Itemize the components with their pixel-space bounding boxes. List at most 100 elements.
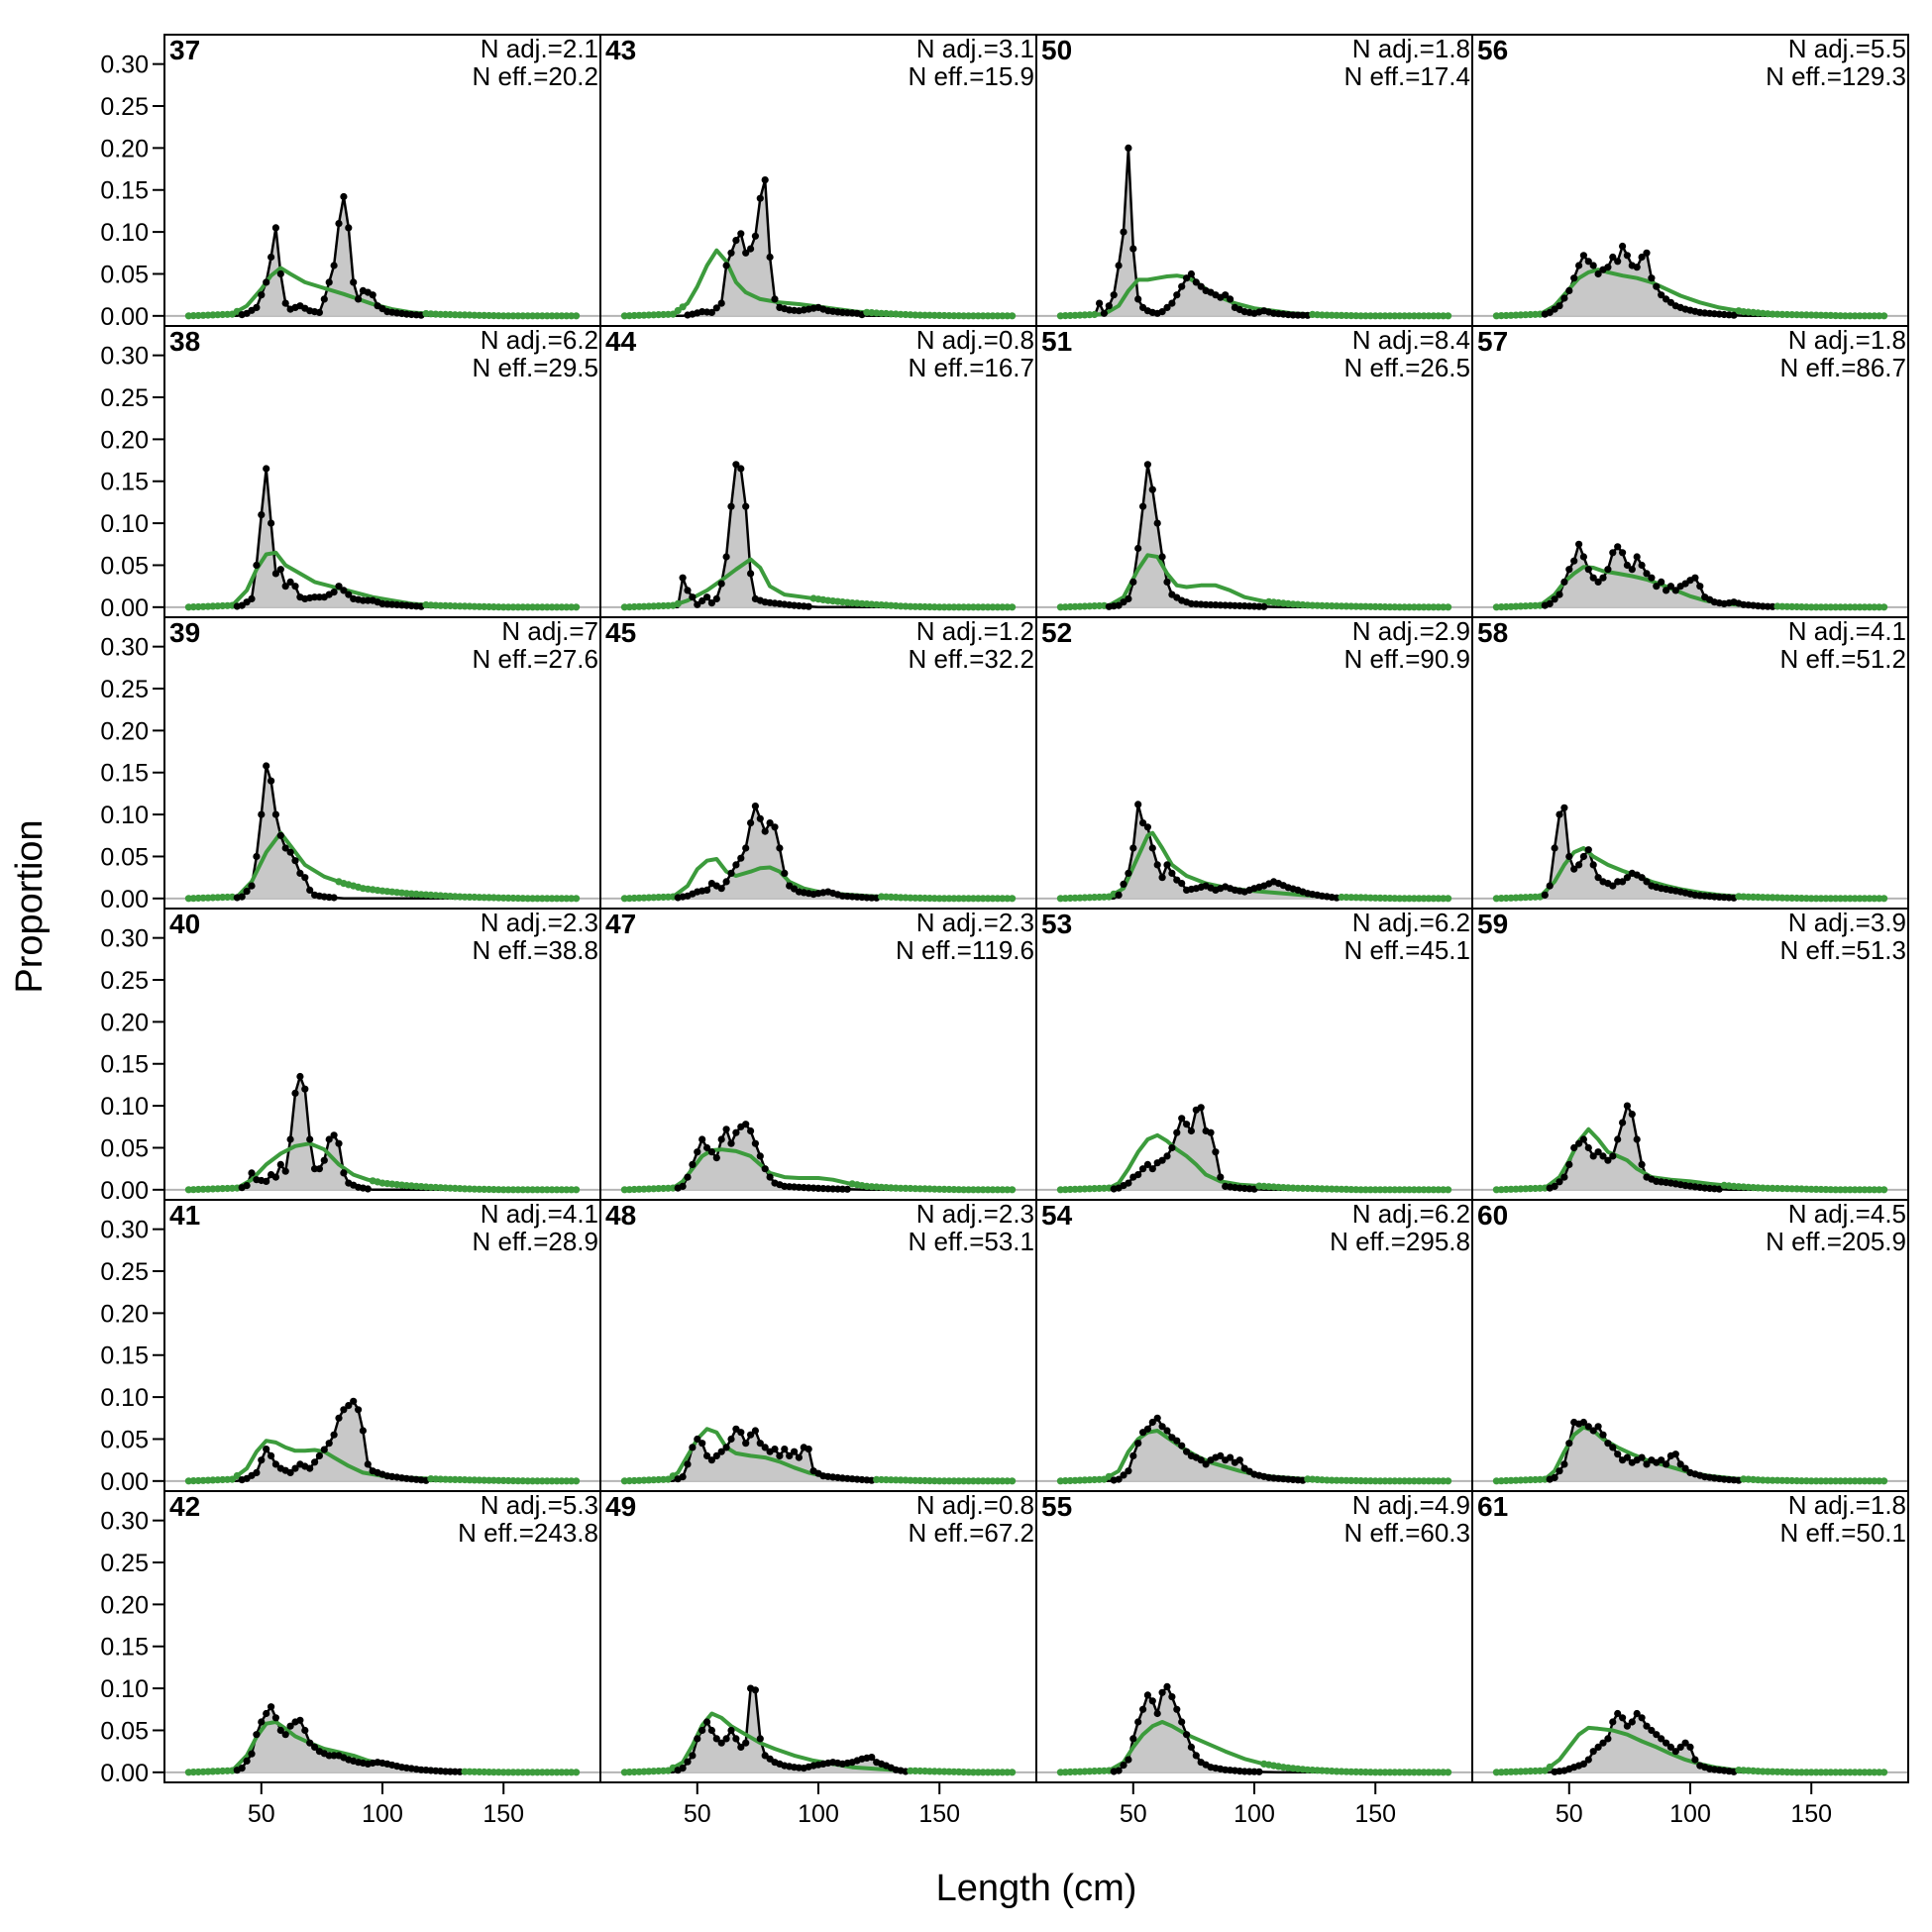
observed-point bbox=[1589, 574, 1597, 582]
observed-point bbox=[689, 1752, 697, 1760]
observed-point bbox=[276, 566, 284, 574]
expected-point bbox=[1445, 895, 1452, 903]
observed-point bbox=[1143, 1425, 1151, 1433]
y-tick-label: 0.10 bbox=[100, 1384, 149, 1412]
observed-point bbox=[1594, 1423, 1602, 1431]
observed-point bbox=[1158, 1688, 1166, 1696]
observed-point bbox=[747, 819, 755, 827]
observed-point bbox=[1584, 1143, 1592, 1152]
x-tick-label: 150 bbox=[918, 1800, 960, 1828]
observed-point bbox=[732, 1128, 740, 1136]
observed-point bbox=[1096, 299, 1104, 307]
observed-point bbox=[1125, 144, 1132, 152]
y-tick-label: 0.10 bbox=[100, 510, 149, 538]
observed-point bbox=[771, 1446, 779, 1453]
observed-point bbox=[1570, 557, 1578, 565]
expected-point bbox=[1445, 1769, 1452, 1776]
x-axis-title: Length (cm) bbox=[936, 1868, 1137, 1909]
observed-point bbox=[703, 593, 711, 601]
observed-point bbox=[268, 253, 275, 262]
observed-point bbox=[747, 1431, 755, 1439]
observed-point bbox=[243, 1182, 251, 1190]
observed-point bbox=[1134, 801, 1142, 808]
observed-point bbox=[786, 1451, 794, 1459]
observed-point bbox=[751, 1139, 759, 1147]
observed-point bbox=[1663, 1460, 1670, 1468]
observed-line bbox=[1060, 803, 1449, 901]
observed-point bbox=[1168, 1693, 1176, 1701]
observed-point bbox=[1666, 1743, 1674, 1751]
observed-point bbox=[737, 1429, 745, 1437]
observed-area bbox=[188, 766, 577, 899]
observed-point bbox=[268, 519, 275, 527]
observed-point bbox=[771, 295, 779, 303]
expected-point bbox=[674, 306, 682, 315]
y-tick-label: 0.15 bbox=[100, 1051, 149, 1079]
observed-point bbox=[1183, 1121, 1191, 1128]
n-adj-label: N adj.=4.1 bbox=[1788, 616, 1906, 646]
observed-point bbox=[761, 1165, 769, 1173]
observed-area bbox=[1496, 246, 1884, 316]
observed-point bbox=[1623, 1453, 1631, 1461]
n-adj-label: N adj.=2.3 bbox=[916, 908, 1034, 937]
observed-point bbox=[243, 888, 251, 896]
observed-point bbox=[722, 878, 730, 886]
observed-point bbox=[1178, 282, 1186, 290]
observed-point bbox=[1235, 1456, 1243, 1464]
observed-point bbox=[315, 1165, 323, 1173]
panel-label: 49 bbox=[605, 1491, 636, 1522]
observed-point bbox=[1197, 1104, 1205, 1112]
observed-point bbox=[248, 1750, 256, 1758]
observed-point bbox=[1120, 880, 1127, 888]
y-tick-label: 0.20 bbox=[100, 717, 149, 745]
observed-area bbox=[188, 1076, 577, 1190]
observed-point bbox=[1168, 299, 1176, 307]
observed-point bbox=[679, 1182, 687, 1190]
observed-area bbox=[1496, 1713, 1884, 1772]
panel: 43 N adj.=3.1N eff.=15.9 bbox=[599, 34, 1037, 327]
observed-point bbox=[761, 1444, 769, 1451]
observed-point bbox=[258, 511, 266, 519]
observed-point bbox=[703, 886, 711, 894]
panel-label: 48 bbox=[605, 1200, 636, 1231]
x-tick-label: 100 bbox=[798, 1800, 839, 1828]
observed-point bbox=[1599, 574, 1607, 582]
observed-point bbox=[271, 810, 279, 818]
observed-point bbox=[1125, 1467, 1132, 1475]
panel-label: 59 bbox=[1477, 909, 1508, 939]
observed-point bbox=[1638, 561, 1646, 570]
observed-point bbox=[732, 461, 740, 469]
observed-point bbox=[1579, 1418, 1587, 1427]
expected-point bbox=[1880, 1477, 1888, 1485]
observed-point bbox=[369, 291, 376, 299]
n-eff-label: N eff.=129.3 bbox=[1766, 61, 1906, 91]
panel: 45 N adj.=1.2N eff.=32.2 bbox=[599, 616, 1037, 910]
observed-point bbox=[1638, 874, 1646, 882]
observed-point bbox=[1658, 291, 1665, 299]
observed-point bbox=[263, 1177, 270, 1185]
x-tick-label: 100 bbox=[362, 1800, 403, 1828]
observed-point bbox=[1589, 262, 1597, 269]
observed-area bbox=[1060, 1418, 1449, 1481]
observed-point bbox=[1633, 1709, 1641, 1718]
observed-point bbox=[1653, 1731, 1661, 1739]
observed-point bbox=[1129, 1451, 1137, 1459]
observed-point bbox=[1633, 1135, 1641, 1143]
observed-point bbox=[1658, 578, 1665, 586]
observed-point bbox=[1134, 1440, 1142, 1448]
observed-point bbox=[1614, 1709, 1622, 1718]
observed-point bbox=[1129, 1735, 1137, 1743]
observed-point bbox=[1163, 1682, 1171, 1690]
observed-point bbox=[1676, 1743, 1684, 1751]
n-eff-label: N eff.=28.9 bbox=[473, 1227, 598, 1256]
observed-point bbox=[742, 502, 750, 510]
observed-point bbox=[1604, 1156, 1612, 1164]
observed-point bbox=[766, 253, 774, 262]
observed-point bbox=[1570, 865, 1578, 873]
observed-point bbox=[1681, 1464, 1689, 1472]
observed-point bbox=[776, 1451, 784, 1459]
observed-area bbox=[624, 805, 1013, 899]
observed-point bbox=[1589, 1427, 1597, 1435]
observed-point bbox=[766, 1173, 774, 1181]
observed-point bbox=[1599, 1739, 1607, 1747]
